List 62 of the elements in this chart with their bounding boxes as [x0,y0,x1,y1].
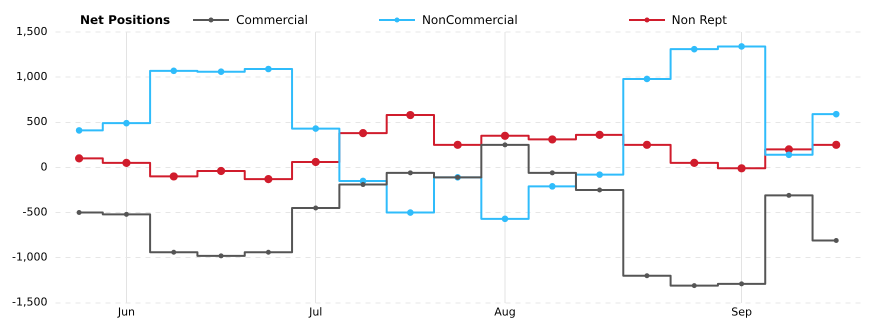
point [406,110,414,120]
y-tick-label: -1,000 [12,250,48,264]
point [548,135,556,144]
point [500,132,510,140]
y-tick-label: 0 [40,160,48,174]
point [690,46,698,52]
y-tick-label: 500 [26,115,48,128]
point [122,158,131,167]
point [312,125,320,132]
point [597,187,602,192]
x-tick-label: Jul [308,305,322,318]
y-tick-label: 1,000 [16,70,48,83]
point [502,216,508,222]
y-tick-label: -500 [22,205,48,218]
point [358,129,368,138]
point [502,142,508,148]
point [690,158,698,167]
point [692,283,697,288]
point [171,250,176,255]
point [596,171,603,178]
point [360,182,366,188]
point [644,76,650,82]
legend-label: NonCommercial [422,13,518,27]
x-tick-label: Aug [494,305,516,318]
legend-title: Net Positions [80,13,170,27]
point [739,281,744,286]
point [264,175,272,184]
point [644,273,650,278]
point [75,154,84,162]
point [549,183,556,190]
point [216,166,226,176]
point [642,140,652,149]
point [123,120,130,126]
legend-label: Non Rept [672,13,727,27]
x-tick-label: Sep [731,305,752,318]
point [407,209,414,216]
point [834,238,839,244]
point [218,68,224,76]
point [265,66,272,72]
legend-label: Commercial [236,13,308,27]
point [408,170,413,176]
point [738,43,745,50]
point [550,170,555,176]
x-tick-label: Jun [116,305,136,318]
point [218,253,224,258]
point [832,110,840,118]
point [124,212,129,217]
y-tick-label: 1,500 [16,24,48,38]
point [170,172,178,181]
point [312,158,320,166]
point [737,164,746,172]
point [786,192,792,198]
point [832,140,840,149]
point [454,140,462,149]
point [170,68,178,74]
point [313,206,318,211]
point [76,210,82,216]
point [596,130,604,140]
y-tick-label: -1,500 [12,296,48,309]
point [76,127,82,134]
point [266,250,271,255]
point [786,151,792,158]
